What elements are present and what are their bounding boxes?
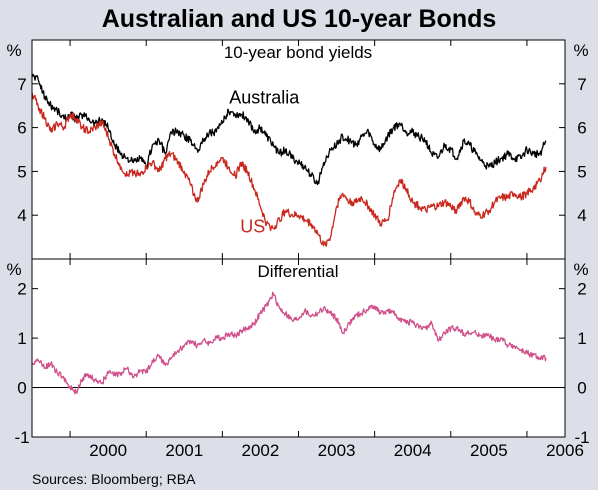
y-tick-label-right: 0 <box>577 379 586 398</box>
y-tick-label-right: 6 <box>577 119 586 138</box>
panel-title: Differential <box>258 262 339 281</box>
y-unit-left: % <box>6 41 21 60</box>
series-annotation: US <box>240 217 265 237</box>
x-tick-label: 2001 <box>165 441 203 460</box>
chart-title: Australian and US 10-year Bonds <box>102 5 497 33</box>
x-tick-label: 2004 <box>394 441 432 460</box>
series-line-differential <box>31 291 547 395</box>
y-unit-left: % <box>6 260 21 279</box>
series-line-australia <box>31 73 547 186</box>
tick-marks <box>32 40 565 438</box>
y-tick-label-left: 7 <box>17 75 26 94</box>
plot-area <box>32 40 565 437</box>
x-tick-label: 2000 <box>89 441 127 460</box>
y-unit-right: % <box>573 41 588 60</box>
y-tick-label-right: 2 <box>577 280 586 299</box>
x-tick-label: 2005 <box>470 441 508 460</box>
y-unit-right: % <box>573 260 588 279</box>
y-tick-label-left: 2 <box>17 280 26 299</box>
y-tick-label-left: 4 <box>17 206 26 225</box>
y-tick-label-right: 1 <box>577 329 586 348</box>
y-tick-label-right: 5 <box>577 162 586 181</box>
source-note: Sources: Bloomberg; RBA <box>32 471 196 487</box>
series-annotation: Australia <box>229 88 300 108</box>
series-lines <box>31 73 547 395</box>
y-tick-label-left: 1 <box>17 329 26 348</box>
y-tick-label-left: 5 <box>17 162 26 181</box>
y-tick-label-right: 7 <box>577 75 586 94</box>
y-tick-label-left: 0 <box>17 379 26 398</box>
panel-title: 10-year bond yields <box>224 43 372 62</box>
x-tick-label: 2006 <box>546 441 584 460</box>
y-tick-label-left: -1 <box>14 428 29 447</box>
x-tick-label: 2002 <box>242 441 280 460</box>
y-tick-label-right: -1 <box>574 428 589 447</box>
y-tick-label-right: 4 <box>577 206 586 225</box>
x-tick-label: 2003 <box>318 441 356 460</box>
y-tick-label-left: 6 <box>17 119 26 138</box>
series-line-us <box>31 92 547 247</box>
plot-frame <box>31 39 566 438</box>
